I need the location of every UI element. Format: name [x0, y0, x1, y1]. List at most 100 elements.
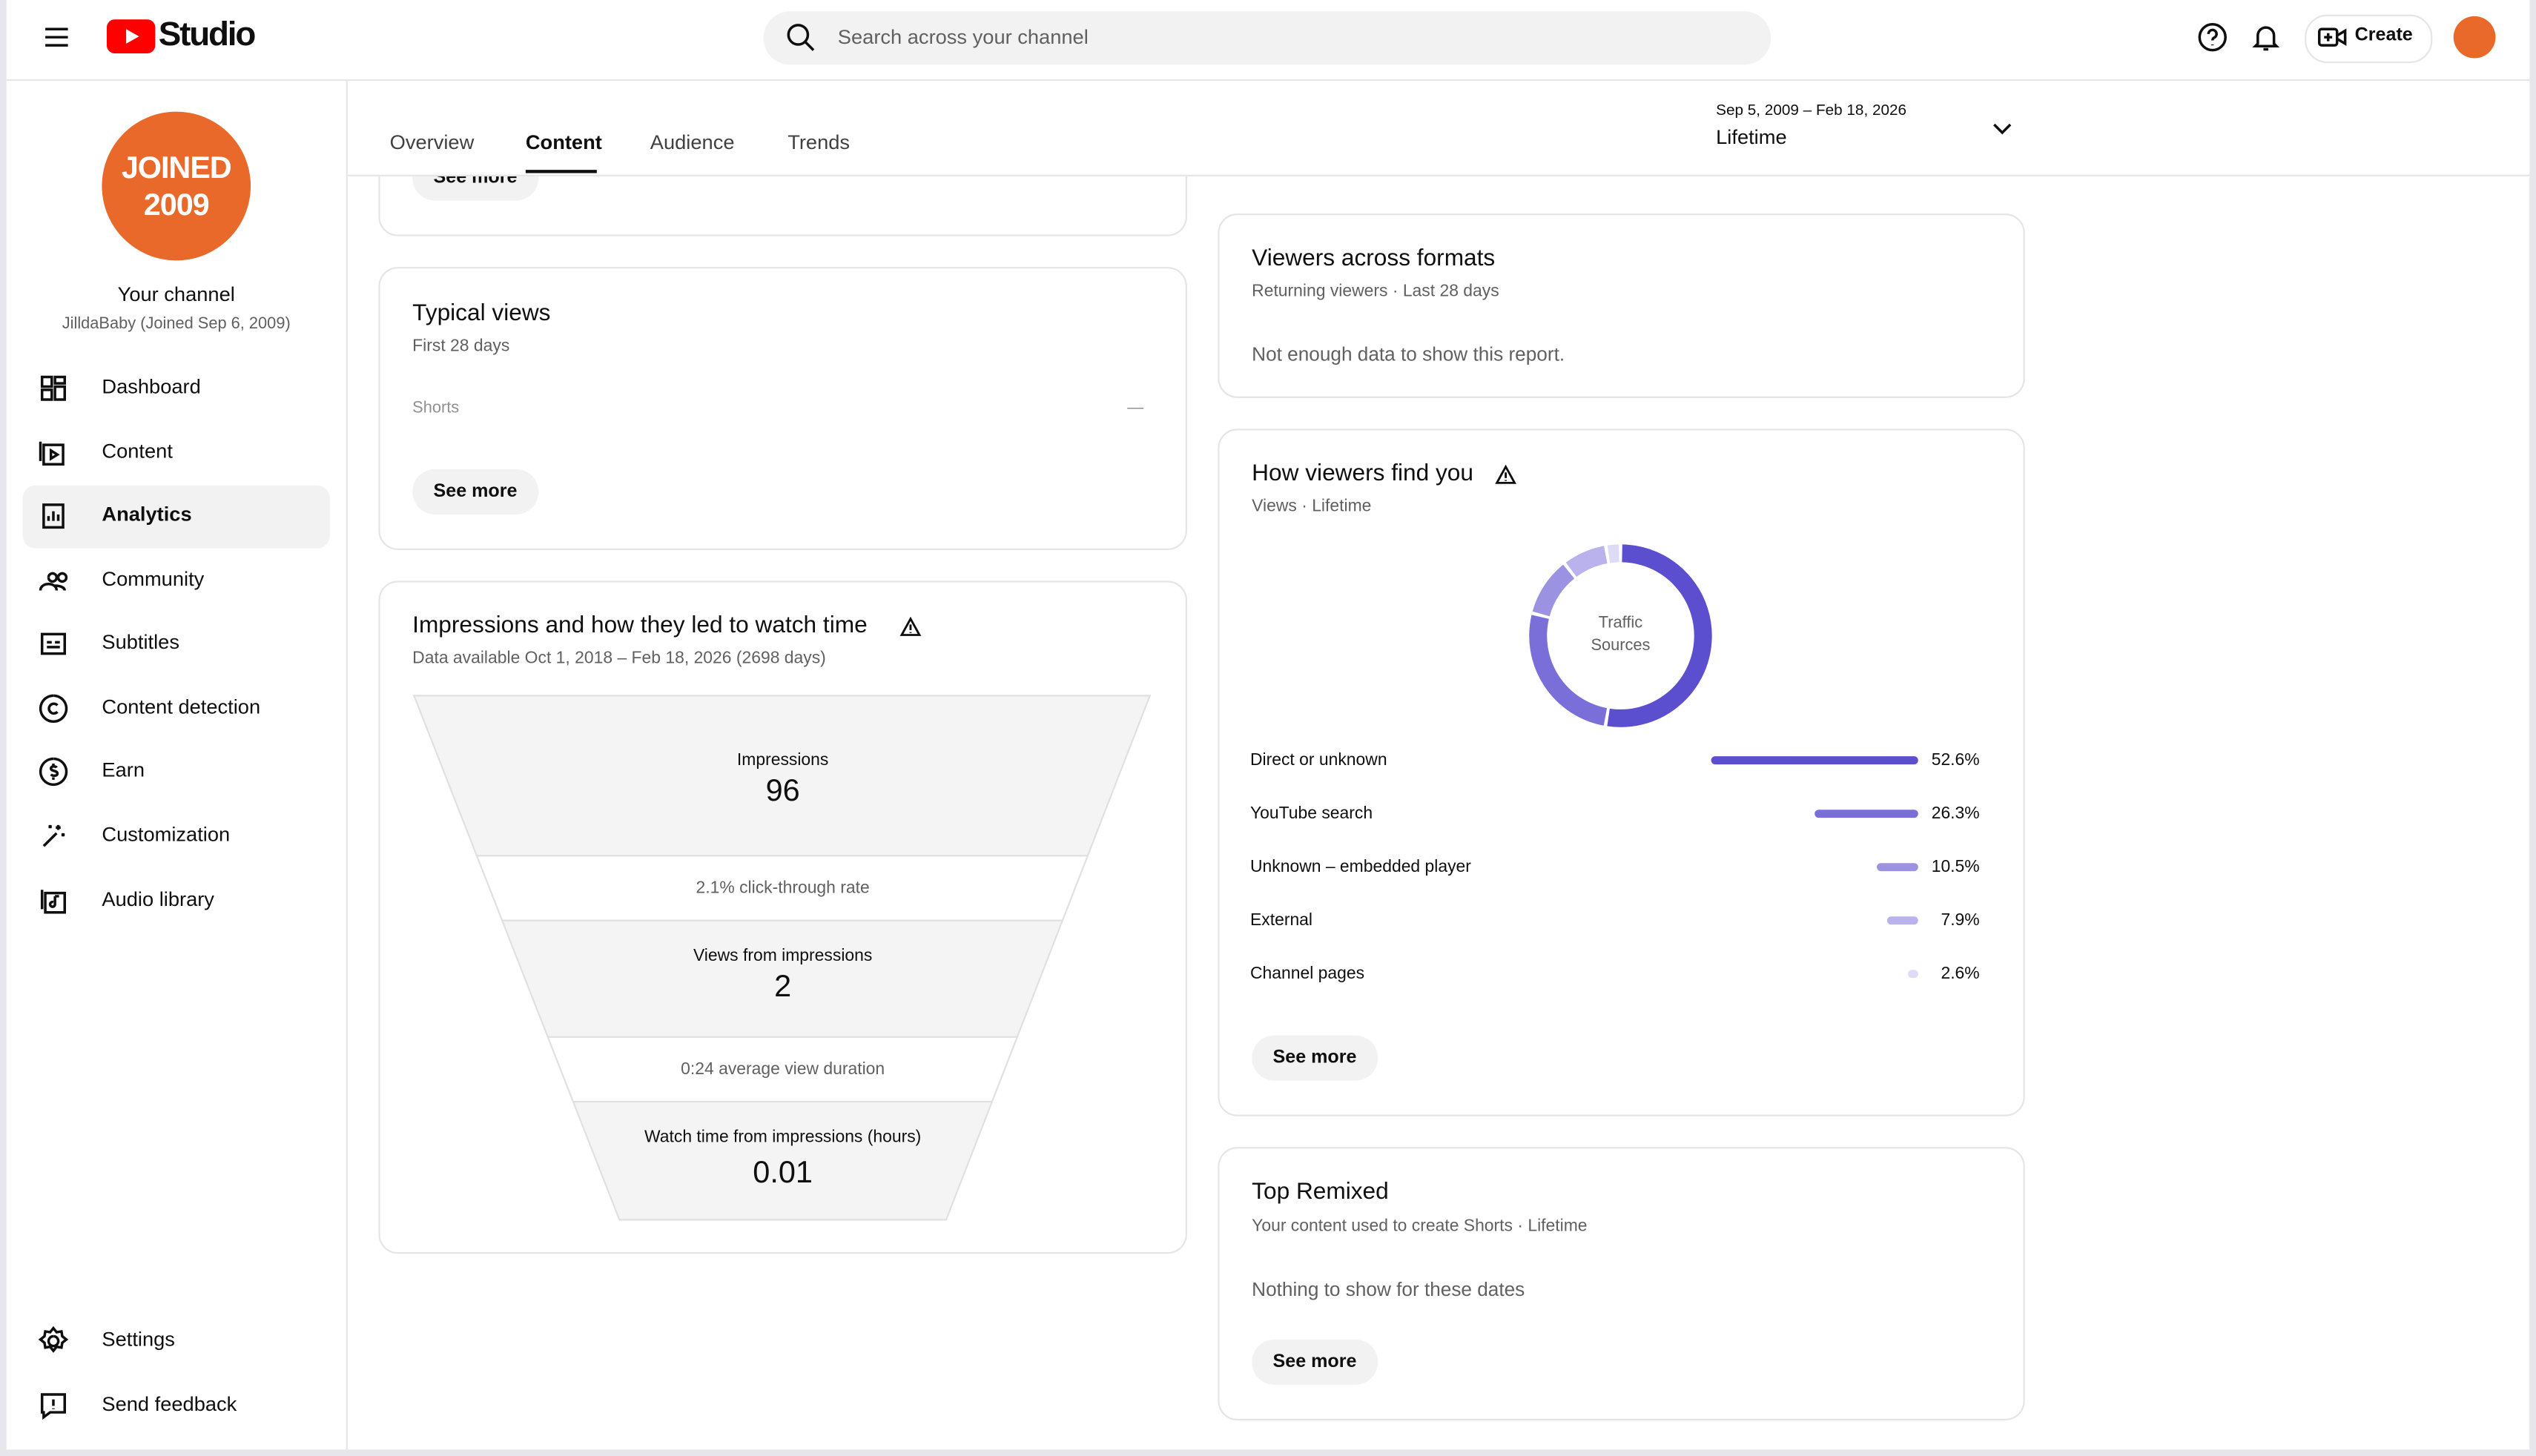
card-subtitle: First 28 days [412, 336, 510, 357]
card-subtitle: Your content used to create Shorts · Lif… [1252, 1217, 1588, 1237]
nav-icon [39, 441, 65, 466]
nav-item[interactable]: Send feedback [102, 1392, 237, 1416]
chevron-icon[interactable] [1986, 112, 2018, 145]
card-title: How viewers find you [1252, 460, 1473, 487]
see-more-button[interactable]: See more [1252, 1035, 1378, 1081]
nav-item[interactable]: Dashboard [102, 375, 201, 398]
source-label: External [1249, 910, 1313, 930]
funnel-value: 96 [765, 775, 800, 810]
sidebar: JOINED 2009 Your channel JilldaBaby (Joi… [7, 79, 348, 1450]
menu-icon[interactable] [41, 21, 73, 53]
logo-text[interactable]: Studio [158, 16, 257, 54]
tab[interactable]: Audience [650, 130, 735, 154]
nav-icon [39, 694, 68, 723]
tab[interactable]: Overview [389, 130, 475, 154]
avatar-text: JOINED 2009 [102, 150, 251, 225]
nav-item[interactable]: Settings [102, 1328, 175, 1351]
nav-item[interactable]: Content [102, 440, 173, 463]
nav-item[interactable]: Analytics [102, 503, 192, 526]
card-subtitle: Views · Lifetime [1252, 496, 1372, 517]
source-bar [1877, 863, 1918, 872]
account-avatar[interactable] [2453, 16, 2496, 59]
nav-icon [40, 1393, 66, 1420]
funnel-row [572, 1100, 994, 1221]
avatar-line: JOINED [121, 152, 232, 186]
donut-segment [1532, 564, 1575, 617]
card-subtitle: Returning viewers · Last 28 days [1252, 281, 1499, 301]
create-button[interactable] [2305, 14, 2433, 64]
icon-shape [40, 890, 66, 914]
date-label[interactable]: Lifetime [1716, 126, 1787, 149]
tab[interactable]: Trends [787, 130, 851, 154]
funnel-rate: 2.1% click-through rate [696, 878, 870, 899]
icon-shape [42, 824, 65, 847]
see-more-button[interactable]: See more [1252, 1339, 1378, 1385]
card-subtitle: Data available Oct 1, 2018 – Feb 18, 202… [412, 649, 826, 669]
icon-shape [39, 757, 68, 787]
search-box[interactable] [763, 11, 1771, 65]
bell-icon[interactable] [2250, 21, 2282, 53]
nav-icon [39, 572, 68, 591]
date-range: Sep 5, 2009 – Feb 18, 2026 [1716, 102, 1907, 120]
top-remixed-card: Top Remixed Your content used to create … [1218, 1147, 2025, 1420]
icon-shape [40, 375, 66, 401]
nav-item[interactable]: Customization [102, 823, 231, 847]
nav-icon [38, 1326, 69, 1353]
nav-icon [40, 375, 66, 401]
donut-segment [1529, 615, 1608, 726]
card-title: Typical views [412, 300, 551, 327]
nav-item[interactable]: Content detection [102, 695, 261, 718]
funnel-value: 0.01 [753, 1156, 813, 1191]
channel-title: Your channel [117, 282, 235, 306]
traffic-card: How viewers find you Views · Lifetime Se… [1218, 428, 2025, 1116]
source-value: 10.5% [1931, 857, 1980, 877]
funnel-label: Impressions [736, 750, 829, 770]
donut-center: Traffic [1598, 615, 1643, 633]
top-bar: Studio Search across your channel Create [6, 0, 2530, 82]
create-icon [2317, 27, 2347, 47]
warning-icon[interactable] [899, 616, 922, 637]
tab-underline [525, 170, 597, 173]
funnel-label: Watch time from impressions (hours) [644, 1127, 922, 1148]
source-value: 2.6% [1941, 964, 1980, 984]
create-label: Create [2354, 25, 2413, 46]
tab[interactable]: Content [525, 130, 602, 154]
nav-icon [39, 757, 68, 787]
icon-shape [39, 694, 68, 723]
source-value: 26.3% [1931, 804, 1980, 824]
graphics-layer [412, 544, 1918, 1221]
icon-shape [39, 441, 65, 466]
avatar [102, 111, 251, 261]
card-title: Viewers across formats [1252, 245, 1496, 272]
funnel-value: 2 [774, 970, 792, 1005]
source-bar [1711, 756, 1918, 765]
source-label: Direct or unknown [1249, 750, 1387, 770]
studio-page: JOINED 2009 Your channel JilldaBaby (Joi… [6, 0, 2530, 1450]
logo-icon[interactable] [106, 19, 156, 54]
nav-item[interactable]: Community [102, 567, 205, 591]
nav-item[interactable]: Earn [102, 758, 145, 782]
source-label: Unknown – embedded player [1249, 857, 1471, 877]
nav-highlight [22, 485, 330, 549]
tabs-bar: Overview Content Audience Trends Sep 5, 200… [347, 81, 2530, 176]
nav-icon [40, 632, 66, 655]
search-placeholder: Search across your channel [837, 25, 1089, 49]
row-label: Shorts [412, 400, 460, 418]
nav-item[interactable]: Audio library [102, 888, 214, 911]
source-value: 7.9% [1941, 910, 1980, 930]
icon-shape [38, 1326, 69, 1353]
card-message: Nothing to show for these dates [1252, 1277, 1525, 1301]
source-label: Channel pages [1249, 964, 1365, 984]
source-label: YouTube search [1249, 804, 1373, 824]
funnel-rate: 0:24 average view duration [681, 1059, 885, 1079]
source-value: 52.6% [1931, 750, 1980, 770]
warning-icon[interactable] [1494, 464, 1517, 485]
card-title: Top Remixed [1252, 1179, 1389, 1205]
search-icon [787, 24, 815, 51]
typical-views-card: Typical views First 28 days Shorts — See… [378, 267, 1187, 550]
nav-item[interactable]: Subtitles [102, 631, 179, 654]
see-more-button[interactable]: See more [412, 469, 538, 514]
help-icon[interactable] [2196, 21, 2229, 53]
